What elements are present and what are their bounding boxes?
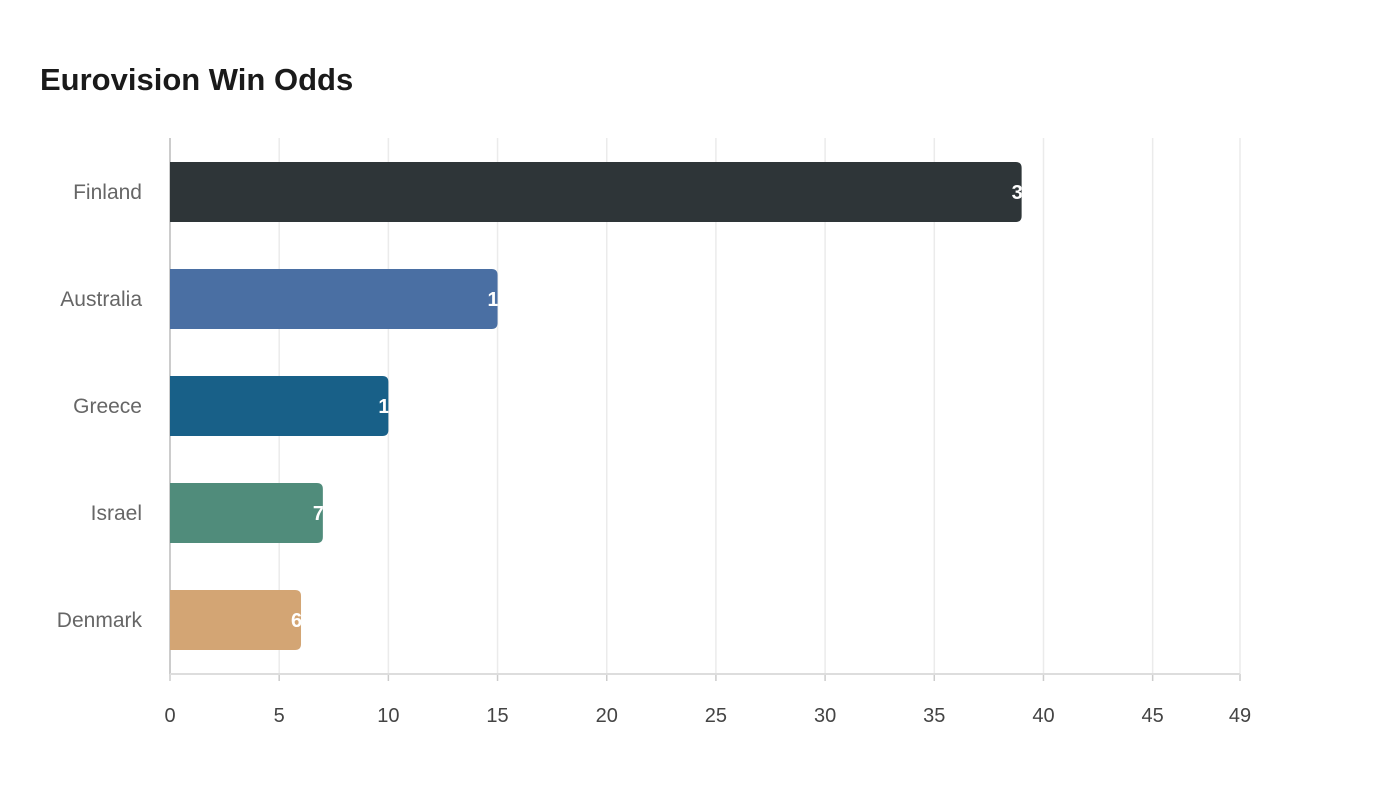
category-label: Finland <box>73 181 142 204</box>
bar-finland <box>170 162 1022 222</box>
data-label: 15 <box>488 289 510 311</box>
bar-greece <box>170 376 389 436</box>
x-tick-label: 10 <box>377 705 399 727</box>
data-label: 39 <box>1012 182 1034 204</box>
data-label: 7 <box>313 503 324 525</box>
chart-title: Eurovision Win Odds <box>40 62 354 97</box>
category-label: Denmark <box>57 609 143 632</box>
category-label: Greece <box>73 395 142 418</box>
x-tick-label: 0 <box>164 705 175 727</box>
category-label: Israel <box>91 502 142 525</box>
category-label: Australia <box>60 288 142 311</box>
x-tick-label: 5 <box>274 705 285 727</box>
x-tick-label: 25 <box>705 705 727 727</box>
x-tick-label: 30 <box>814 705 836 727</box>
x-tick-label: 49 <box>1229 705 1251 727</box>
x-tick-label: 35 <box>923 705 945 727</box>
bar-denmark <box>170 590 302 650</box>
x-tick-label: 45 <box>1142 705 1164 727</box>
x-tick-label: 20 <box>596 705 618 727</box>
data-label: 6 <box>291 610 302 632</box>
bar-israel <box>170 483 323 543</box>
labels: 0 5 10 15 20 25 30 35 40 45 49 Finland Australia Gree… <box>57 181 1251 727</box>
x-tick-label: 15 <box>486 705 508 727</box>
data-label: 10 <box>378 396 400 418</box>
bars: 39 15 10 7 6 <box>170 162 1034 650</box>
bar-australia <box>170 269 498 329</box>
x-tick-label: 40 <box>1032 705 1054 727</box>
